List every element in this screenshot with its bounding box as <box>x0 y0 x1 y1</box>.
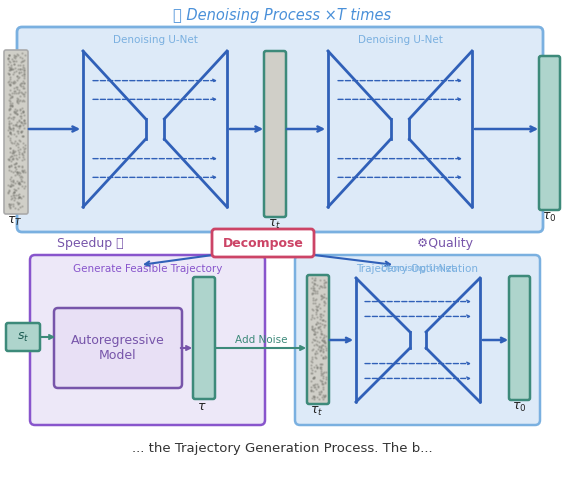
Text: ... the Trajectory Generation Process. The b...: ... the Trajectory Generation Process. T… <box>131 442 433 455</box>
FancyBboxPatch shape <box>54 308 182 388</box>
Text: ⚙️Quality: ⚙️Quality <box>417 237 473 250</box>
FancyBboxPatch shape <box>295 255 540 425</box>
Text: $\tau_t$: $\tau_t$ <box>268 218 281 231</box>
Text: 🐢 Denoising Process ×T times: 🐢 Denoising Process ×T times <box>173 8 391 23</box>
FancyBboxPatch shape <box>307 275 329 404</box>
Text: Denoising U-Net: Denoising U-Net <box>358 35 442 45</box>
Text: Speedup 🚀: Speedup 🚀 <box>57 237 124 250</box>
FancyBboxPatch shape <box>4 50 28 214</box>
Text: $\tau$: $\tau$ <box>197 400 206 413</box>
Text: $\tau_t$: $\tau_t$ <box>310 405 323 418</box>
FancyBboxPatch shape <box>193 277 215 399</box>
Text: Denoising U-Net: Denoising U-Net <box>113 35 197 45</box>
FancyBboxPatch shape <box>30 255 265 425</box>
FancyBboxPatch shape <box>264 51 286 217</box>
Text: Autoregressive
Model: Autoregressive Model <box>71 334 165 362</box>
Text: Decompose: Decompose <box>223 237 303 249</box>
Text: $\tau_0$: $\tau_0$ <box>512 401 527 414</box>
Text: Add Noise: Add Noise <box>235 335 287 345</box>
Text: Denoising U-Net: Denoising U-Net <box>381 264 455 273</box>
FancyBboxPatch shape <box>6 323 40 351</box>
FancyBboxPatch shape <box>17 27 543 232</box>
FancyBboxPatch shape <box>539 56 560 210</box>
Text: Generate Feasible Trajectory: Generate Feasible Trajectory <box>73 264 222 274</box>
Text: $s_t$: $s_t$ <box>17 331 29 343</box>
Text: $\tau_0$: $\tau_0$ <box>542 211 557 224</box>
FancyBboxPatch shape <box>212 229 314 257</box>
FancyBboxPatch shape <box>509 276 530 400</box>
Text: Trajectory Optimization: Trajectory Optimization <box>356 264 478 274</box>
Text: $\tau_T$: $\tau_T$ <box>7 215 23 228</box>
